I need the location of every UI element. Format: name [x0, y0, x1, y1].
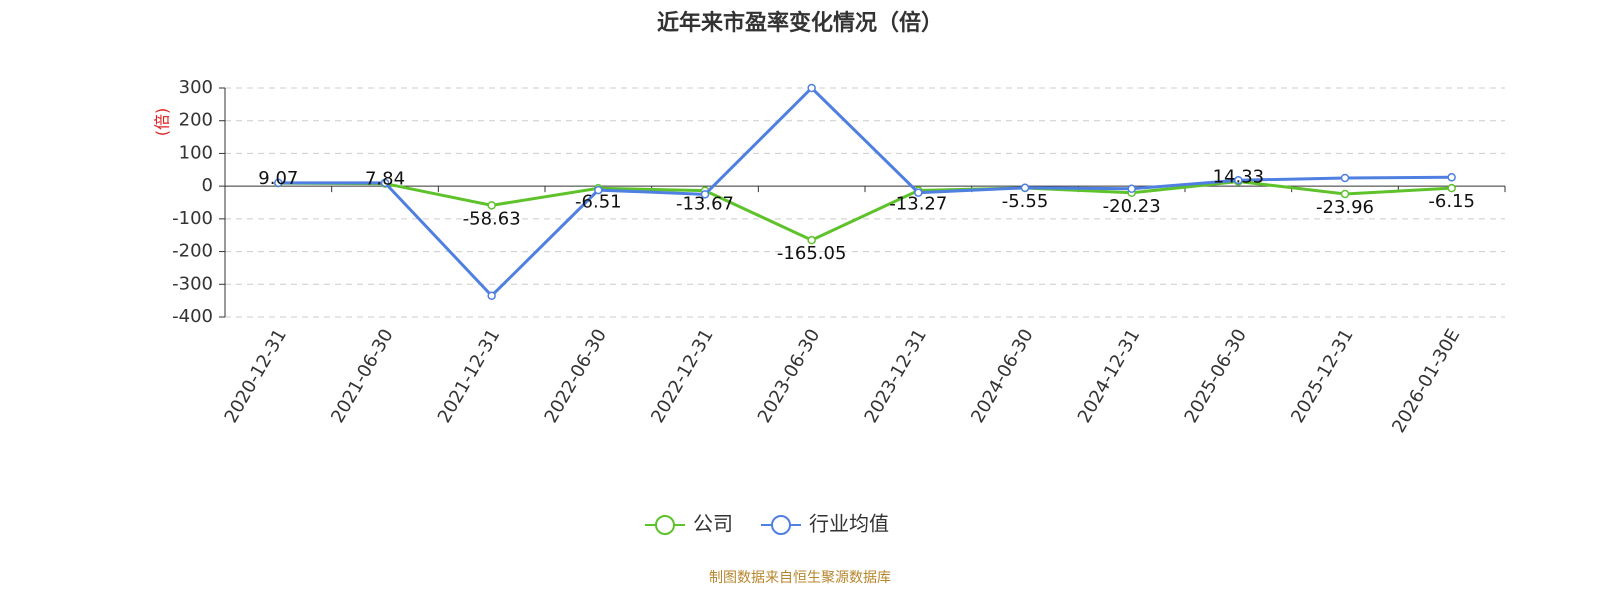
data-point: [807, 235, 816, 245]
x-tick-label: 2021-06-30: [327, 326, 397, 427]
source-note: 制图数据来自恒生聚源数据库: [709, 570, 891, 586]
y-tick-label: -200: [172, 241, 213, 262]
data-point: [807, 83, 816, 93]
data-label: -13.67: [676, 194, 734, 215]
data-label: -58.63: [463, 208, 521, 229]
data-label: -6.51: [575, 191, 622, 212]
legend-marker: [771, 515, 791, 535]
x-tick-label: 2022-06-30: [541, 326, 611, 427]
data-point: [1234, 176, 1243, 185]
x-tick-label: 2021-12-31: [434, 325, 504, 426]
data-point: [700, 190, 710, 199]
chart-title: 近年来市盈率变化情况（倍）: [657, 10, 943, 36]
legend-item[interactable]: 公司: [645, 512, 733, 536]
x-tick-label: 2022-12-31: [647, 326, 717, 427]
data-label: 7.84: [365, 169, 405, 190]
data-point: [594, 185, 603, 195]
data-label: 14.33: [1213, 166, 1265, 187]
data-label: -5.55: [1002, 191, 1049, 212]
y-tick-label: 200: [179, 110, 213, 131]
data-point: [1340, 189, 1350, 199]
y-tick-label: 100: [179, 142, 213, 163]
data-point: [1020, 183, 1030, 193]
x-tick-label: 2020-12-31: [221, 326, 291, 427]
legend-label: 行业均值: [809, 512, 889, 536]
legend-label: 公司: [693, 512, 733, 536]
y-tick-label: -300: [172, 273, 213, 294]
data-label: -6.15: [1428, 191, 1475, 212]
data-point: [1340, 173, 1350, 183]
data-point: [274, 178, 283, 188]
x-tick-label: 2025-06-30: [1181, 326, 1251, 427]
y-tick-label: 0: [202, 175, 213, 196]
x-tick-label: 2023-06-30: [754, 326, 824, 427]
y-tick-label: -100: [172, 208, 213, 229]
data-point: [914, 188, 923, 197]
data-point: [1127, 184, 1136, 194]
data-label: 9.07: [258, 168, 298, 189]
legend-marker: [655, 515, 675, 535]
x-tick-label: 2026-01-30E: [1388, 326, 1464, 437]
x-tick-label: 2025-12-31: [1287, 326, 1357, 427]
data-point: [487, 201, 496, 210]
data-label: -165.05: [777, 243, 846, 264]
data-point: [1447, 173, 1456, 182]
y-tick-label: -400: [172, 306, 213, 327]
series-line: [278, 85, 1452, 298]
data-point: [380, 178, 390, 188]
data-label: -13.27: [889, 193, 947, 214]
series-line: [278, 179, 1452, 242]
data-label: -20.23: [1103, 196, 1161, 217]
data-label: -23.96: [1316, 197, 1374, 218]
data-point: [1447, 183, 1456, 193]
data-point: [487, 291, 496, 300]
x-tick-label: 2023-12-31: [861, 325, 931, 426]
y-tick-label: 300: [179, 77, 213, 98]
y-axis-label: (倍): [153, 108, 172, 137]
legend-item[interactable]: 行业均值: [761, 512, 889, 536]
x-tick-label: 2024-12-31: [1074, 326, 1144, 427]
x-tick-label: 2024-06-30: [967, 326, 1037, 427]
